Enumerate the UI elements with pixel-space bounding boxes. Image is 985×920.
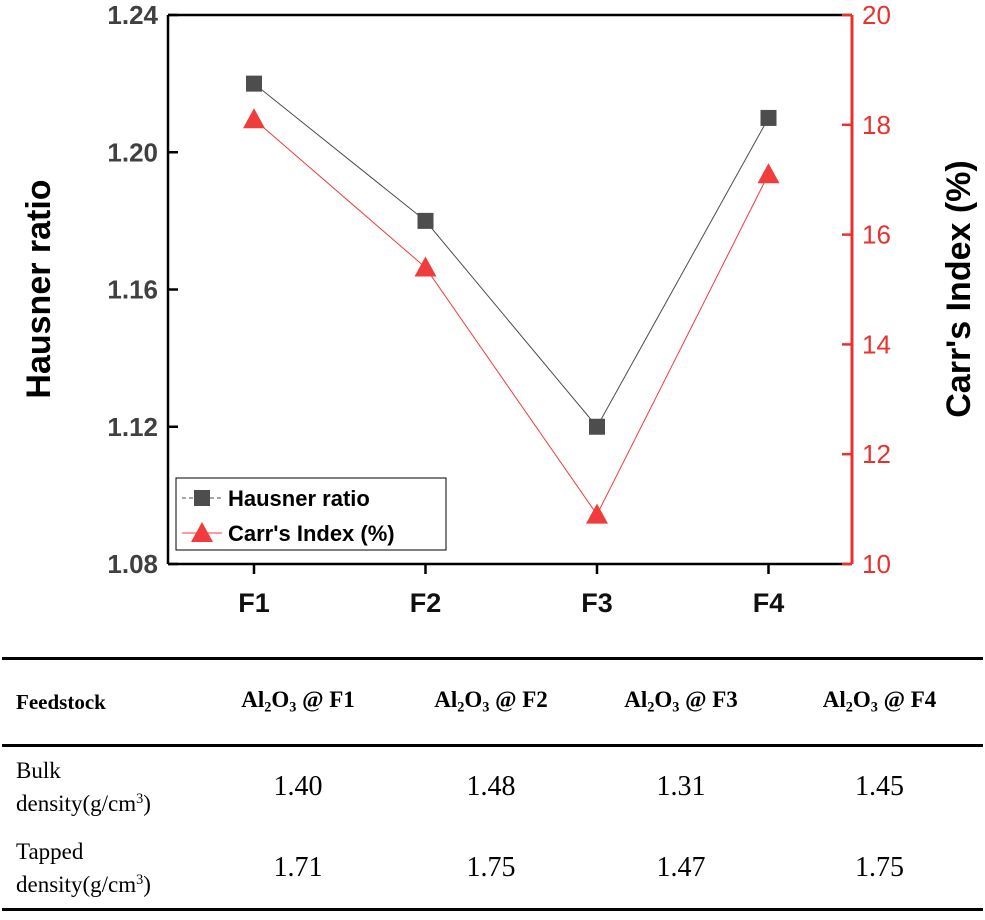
y-left-tick-label: 1.24 xyxy=(107,0,158,30)
table-cell: 1.75 xyxy=(855,851,904,883)
square-marker-icon xyxy=(194,490,210,506)
y-left-tick-label: 1.08 xyxy=(107,549,158,579)
series-line xyxy=(253,118,769,516)
density-table: Feedstock Al2O3 @ F1 Al2O3 @ F2 Al2O3 @ … xyxy=(2,657,983,911)
data-point xyxy=(757,163,780,184)
row-label-bulk-density: Bulk density(g/cm3) xyxy=(16,758,151,817)
header-col-f2: Al2O3 @ F2 xyxy=(434,687,548,716)
table-cell: 1.40 xyxy=(273,771,323,803)
series-carrs-index xyxy=(243,108,780,524)
y-right-tick-label: 18 xyxy=(862,110,891,140)
legend-label: Carr's Index (%) xyxy=(228,521,395,546)
series-line xyxy=(253,83,769,428)
table-cell: 1.47 xyxy=(656,851,706,883)
table-cell: 1.71 xyxy=(273,851,323,883)
legend-item: Carr's Index (%) xyxy=(182,521,395,546)
x-tick-label: F2 xyxy=(410,588,442,618)
x-tick-label: F4 xyxy=(753,588,785,618)
y-right-tick-label: 12 xyxy=(862,439,891,469)
table-cell: 1.75 xyxy=(466,851,516,883)
table-cell: 1.45 xyxy=(855,771,904,803)
triangle-marker-icon xyxy=(191,522,213,542)
legend-item: Hausner ratio xyxy=(182,486,370,511)
y-right-tick-label: 14 xyxy=(862,329,891,359)
table-header-row: Feedstock Al2O3 @ F1 Al2O3 @ F2 Al2O3 @ … xyxy=(2,658,983,746)
y-left-tick-label: 1.16 xyxy=(107,275,158,305)
data-point xyxy=(243,108,265,129)
data-point xyxy=(246,75,262,92)
y-left-tick-label: 1.12 xyxy=(107,412,158,442)
y-right-tick-label: 16 xyxy=(862,220,891,250)
y-right-tick-label: 20 xyxy=(862,0,891,30)
table-cell: 1.31 xyxy=(656,771,706,803)
row-label-tapped-density: Tapped density(g/cm3) xyxy=(16,838,151,897)
y-left-tick-label: 1.20 xyxy=(107,137,158,167)
data-point xyxy=(589,418,605,435)
data-point xyxy=(414,256,437,277)
chart-ticks: 1.08 1.12 1.16 1.20 1.24 10 12 14 16 18 20 F1 F2 F3 F4 xyxy=(107,0,891,618)
table-row-bulk-density: Bulk density(g/cm3) 1.40 1.48 1.31 1.45 xyxy=(2,746,983,828)
y-right-axis-title: Carr's Index (%) xyxy=(940,160,978,418)
header-col-f4: Al2O3 @ F4 xyxy=(822,687,937,716)
data-point xyxy=(417,212,434,229)
table-cell: 1.48 xyxy=(466,771,516,803)
data-table: Feedstock Al2O3 @ F1 Al2O3 @ F2 Al2O3 @ … xyxy=(2,657,983,911)
x-tick-label: F3 xyxy=(581,588,613,618)
table-row-tapped-density: Tapped density(g/cm3) 1.71 1.75 1.47 1.75 xyxy=(2,828,983,910)
chart-series xyxy=(243,75,780,524)
legend-label: Hausner ratio xyxy=(228,486,370,511)
header-col-f3: Al2O3 @ F3 xyxy=(624,687,738,716)
header-col-f1: Al2O3 @ F1 xyxy=(241,687,355,716)
header-feedstock: Feedstock xyxy=(16,689,106,714)
y-right-tick-label: 10 xyxy=(862,549,891,579)
series-hausner-ratio xyxy=(246,75,777,435)
data-point xyxy=(760,109,777,126)
legend-box xyxy=(175,477,447,551)
chart: 1.08 1.12 1.16 1.20 1.24 10 12 14 16 18 20 F1 F2 F3 F4… xyxy=(20,0,978,618)
data-point xyxy=(586,503,608,524)
legend: Hausner ratio Carr's Index (%) xyxy=(175,477,447,551)
x-tick-label: F1 xyxy=(238,588,270,618)
y-left-axis-title: Hausner ratio xyxy=(20,179,58,398)
